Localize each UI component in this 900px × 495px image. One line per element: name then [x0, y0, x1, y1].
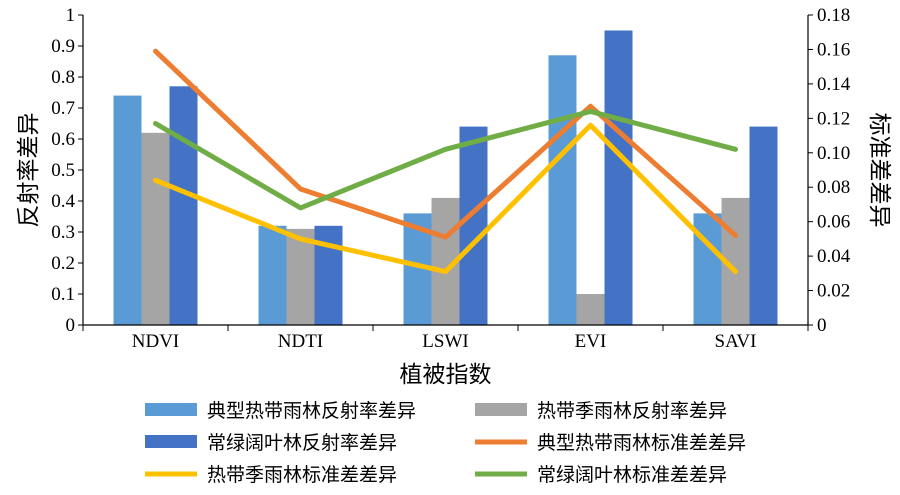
bar-2-ndti — [286, 228, 315, 325]
right-tick-label: 0.12 — [817, 108, 850, 129]
line-series-3 — [153, 108, 738, 211]
right-tick-label: 0.14 — [817, 74, 851, 95]
legend-swatch — [475, 403, 527, 416]
bar-3-savi — [749, 126, 778, 325]
line-series-2 — [153, 122, 738, 275]
left-tick-label: 0.6 — [51, 129, 75, 150]
legend-swatch — [145, 403, 197, 416]
bar-3-ndvi — [169, 86, 198, 325]
bar-3-evi — [604, 30, 633, 325]
x-tick-label: EVI — [575, 331, 607, 352]
right-tick-label: 0.16 — [817, 39, 850, 60]
left-tick-label: 0.3 — [51, 222, 75, 243]
right-tick-label: 0.04 — [817, 246, 851, 267]
legend-label: 热带季雨林反射率差异 — [537, 400, 727, 422]
legend-label: 常绿阔叶林标准差差异 — [537, 464, 727, 486]
legend-label: 热带季雨林标准差差异 — [207, 464, 397, 486]
left-tick-label: 0 — [66, 315, 76, 336]
right-tick-label: 0.08 — [817, 177, 850, 198]
left-tick-label: 0.9 — [51, 36, 75, 57]
x-tick-label: LSWI — [422, 331, 468, 352]
left-tick-label: 1 — [66, 5, 76, 26]
x-tick-label: NDVI — [132, 331, 180, 352]
legend-label: 常绿阔叶林反射率差异 — [207, 432, 397, 454]
bar-3-lswi — [459, 126, 488, 325]
right-tick-label: 0.06 — [817, 212, 850, 233]
left-tick-label: 0.4 — [51, 191, 75, 212]
right-tick-label: 0 — [817, 315, 827, 336]
bar-1-ndti — [258, 225, 287, 325]
x-axis-title: 植被指数 — [400, 362, 492, 388]
lines-layer — [153, 48, 738, 275]
right-tick-label: 0.10 — [817, 143, 850, 164]
left-tick-label: 0.2 — [51, 253, 75, 274]
right-tick-label: 0.02 — [817, 281, 850, 302]
bar-2-ndvi — [141, 132, 170, 325]
left-tick-label: 0.8 — [51, 67, 75, 88]
bar-1-evi — [548, 55, 577, 326]
line-series-1 — [153, 48, 738, 240]
axes-layer: 0 0.1 0.2 0.3 0.4 0.5 0.6 0.7 0.8 0.9 1 0 0.02 0.04 0.… — [16, 5, 892, 388]
legend-label: 典型热带雨林标准差差异 — [537, 432, 746, 454]
x-tick-label: SAVI — [715, 331, 757, 352]
y2-axis-title: 标准差差异 — [866, 113, 892, 228]
left-tick-label: 0.7 — [51, 98, 75, 119]
left-tick-label: 0.5 — [51, 160, 75, 181]
legend-swatch — [145, 435, 197, 448]
bars-layer — [113, 30, 778, 326]
left-tick-label: 0.1 — [51, 284, 75, 305]
right-tick-label: 0.18 — [817, 5, 850, 26]
bar-2-evi — [576, 294, 605, 325]
legend-label: 典型热带雨林反射率差异 — [207, 400, 416, 422]
x-tick-label: NDTI — [278, 331, 323, 352]
bar-1-ndvi — [113, 95, 142, 325]
y-axis-title: 反射率差异 — [16, 113, 42, 228]
